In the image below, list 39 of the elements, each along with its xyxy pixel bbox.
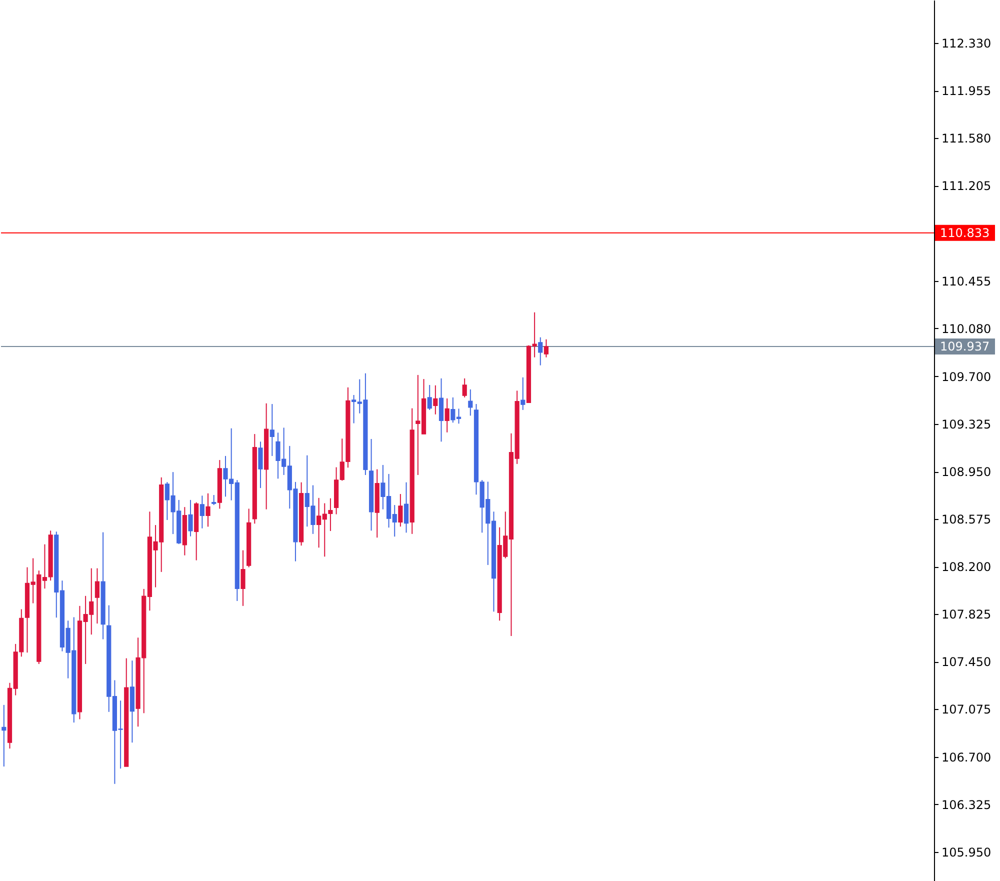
y-tick-label: 111.580 [942,132,992,146]
y-tick-label: 107.825 [942,608,992,622]
candlestick [444,398,450,433]
y-tick-label: 110.080 [942,322,992,336]
candlestick [544,338,549,358]
candlestick [398,493,403,528]
candlestick [2,704,6,768]
candlestick [433,384,438,415]
y-tick-label: 105.950 [942,845,992,860]
candlestick [538,336,543,366]
y-tick-label: 108.200 [942,560,992,574]
candlestick [188,499,193,537]
candlestick [206,492,210,528]
y-tick-label: 111.955 [942,84,992,98]
candlestick [94,568,100,624]
y-tick-label: 109.700 [942,370,992,384]
candlestick [258,441,263,489]
candlestick [468,388,473,416]
y-tick-label: 108.575 [942,512,992,527]
candlestick [240,550,246,606]
y-tick-label: 106.325 [942,798,992,812]
candlestick [270,403,274,456]
y-tick-label: 110.455 [942,274,992,288]
y-tick-label: 111.205 [942,179,992,194]
candlestick [427,384,432,410]
y-tick-label: 106.700 [942,750,992,764]
candlestick [200,495,204,529]
candlestick [438,378,444,442]
candlestick [212,494,216,506]
candlestick [404,482,409,534]
candlestick [520,376,526,410]
candlestick [462,378,467,398]
y-tick-label: 107.450 [942,655,992,670]
ref-line-label: 110.833 [940,226,990,240]
y-tick-label: 109.325 [942,418,992,432]
y-tick-label: 107.075 [942,702,992,717]
ref-line-label: 109.937 [940,339,990,354]
y-tick-label: 112.330 [942,36,992,51]
y-tick-label: 108.950 [942,465,992,480]
